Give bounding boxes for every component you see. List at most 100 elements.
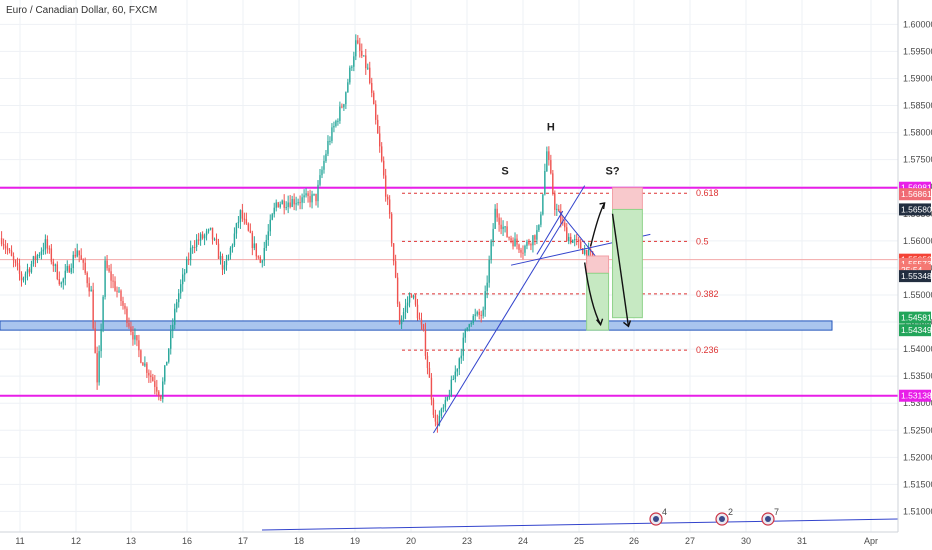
candle-body bbox=[68, 266, 70, 273]
candle-body bbox=[367, 67, 369, 69]
candle-body bbox=[544, 171, 546, 195]
candle-body bbox=[548, 151, 550, 161]
projection-arrow bbox=[611, 213, 630, 327]
candle-body bbox=[6, 248, 9, 250]
candle-body bbox=[26, 269, 29, 274]
y-tick-label: 1.57500 bbox=[903, 155, 932, 165]
candle-body bbox=[174, 308, 176, 325]
candle-body bbox=[88, 283, 90, 292]
candle-body bbox=[418, 318, 421, 320]
candle-body bbox=[124, 305, 126, 309]
candle-body bbox=[325, 153, 327, 162]
candle-body bbox=[402, 312, 405, 319]
candle-body bbox=[570, 236, 572, 243]
candle-body bbox=[390, 213, 393, 244]
x-tick-label: 24 bbox=[518, 536, 528, 546]
price-badge-label: 1.54581 bbox=[901, 313, 932, 323]
candle-body bbox=[76, 250, 78, 257]
candle-body bbox=[504, 226, 506, 228]
y-tick-label: 1.54000 bbox=[903, 344, 932, 354]
price-badge-bg bbox=[899, 270, 931, 283]
candle-body bbox=[506, 226, 508, 238]
y-tick-label: 1.59000 bbox=[903, 73, 932, 83]
candle-body bbox=[96, 353, 98, 383]
candle-body bbox=[406, 302, 409, 306]
candle-body bbox=[508, 237, 510, 239]
x-tick-label: 25 bbox=[574, 536, 584, 546]
candle-body bbox=[576, 238, 578, 240]
candle-body bbox=[80, 255, 82, 260]
badge-layer: 1.569811.568611.565801.556521.5557325:54… bbox=[899, 181, 932, 402]
candle-body bbox=[247, 223, 250, 231]
candle-body bbox=[70, 268, 72, 273]
candle-body bbox=[227, 255, 230, 261]
price-badge: 1.55348 bbox=[899, 270, 932, 283]
candle-body bbox=[420, 319, 423, 325]
candle-body bbox=[189, 247, 192, 260]
event-badge-count: 7 bbox=[774, 507, 779, 517]
candle-body bbox=[44, 239, 47, 250]
candle-body bbox=[293, 199, 295, 205]
candle-body bbox=[100, 329, 102, 352]
event-badge-dot bbox=[765, 516, 771, 522]
candle-body bbox=[277, 202, 279, 208]
candle-body bbox=[377, 119, 379, 134]
event-badge-dot bbox=[653, 516, 659, 522]
candle-body bbox=[42, 249, 45, 252]
candle-body bbox=[337, 120, 339, 122]
candle-body bbox=[474, 314, 476, 316]
candle-body bbox=[532, 235, 534, 246]
candle-body bbox=[384, 175, 387, 197]
candle-body bbox=[581, 248, 584, 254]
candle-body bbox=[426, 355, 429, 368]
drawing-layer: S H S? 4 2 7 bbox=[261, 121, 899, 531]
candle-body bbox=[146, 363, 148, 373]
candle-body bbox=[273, 207, 275, 215]
candle-body bbox=[261, 260, 263, 263]
candle-body bbox=[253, 243, 256, 249]
candle-body bbox=[172, 324, 174, 331]
stop-box bbox=[586, 255, 610, 274]
price-badge-bg bbox=[899, 324, 931, 337]
x-tick-label: 17 bbox=[238, 536, 248, 546]
candle-body bbox=[114, 281, 116, 291]
candle-body bbox=[556, 208, 558, 210]
candle-body bbox=[20, 273, 23, 281]
candle-body bbox=[168, 348, 170, 362]
candle-body bbox=[64, 270, 66, 279]
candle-body bbox=[225, 260, 228, 266]
candle-body bbox=[231, 245, 234, 248]
candle-body bbox=[528, 241, 530, 245]
candle-body bbox=[22, 277, 25, 281]
price-badge: 1.54349 bbox=[899, 324, 932, 337]
candle-body bbox=[281, 200, 283, 205]
y-tick-label: 1.58000 bbox=[903, 128, 932, 138]
candle-body bbox=[170, 330, 172, 349]
candle-body bbox=[126, 308, 128, 324]
wedge-line bbox=[536, 210, 564, 255]
candle-body bbox=[299, 202, 301, 204]
arrow-head bbox=[599, 202, 606, 210]
candle-body bbox=[94, 328, 96, 354]
candle-body bbox=[371, 83, 373, 93]
candle-body bbox=[267, 231, 269, 241]
candle-body bbox=[176, 302, 178, 309]
y-tick-label: 1.51500 bbox=[903, 479, 932, 489]
candle-body bbox=[82, 259, 84, 263]
candle-body bbox=[136, 335, 138, 341]
candle-body bbox=[546, 151, 548, 172]
candle-body bbox=[486, 282, 488, 292]
candle-body bbox=[144, 363, 146, 366]
chart-title: Euro / Canadian Dollar, 60, FXCM bbox=[6, 5, 157, 16]
candle-body bbox=[343, 104, 345, 108]
candle-body bbox=[191, 247, 194, 249]
candle-body bbox=[329, 140, 331, 142]
candle-body bbox=[442, 407, 445, 409]
candle-body bbox=[432, 399, 435, 415]
candle-body bbox=[482, 309, 484, 316]
x-tick-label: 12 bbox=[71, 536, 81, 546]
price-badge-label: 1.55348 bbox=[901, 271, 932, 281]
x-tick-label: 18 bbox=[294, 536, 304, 546]
